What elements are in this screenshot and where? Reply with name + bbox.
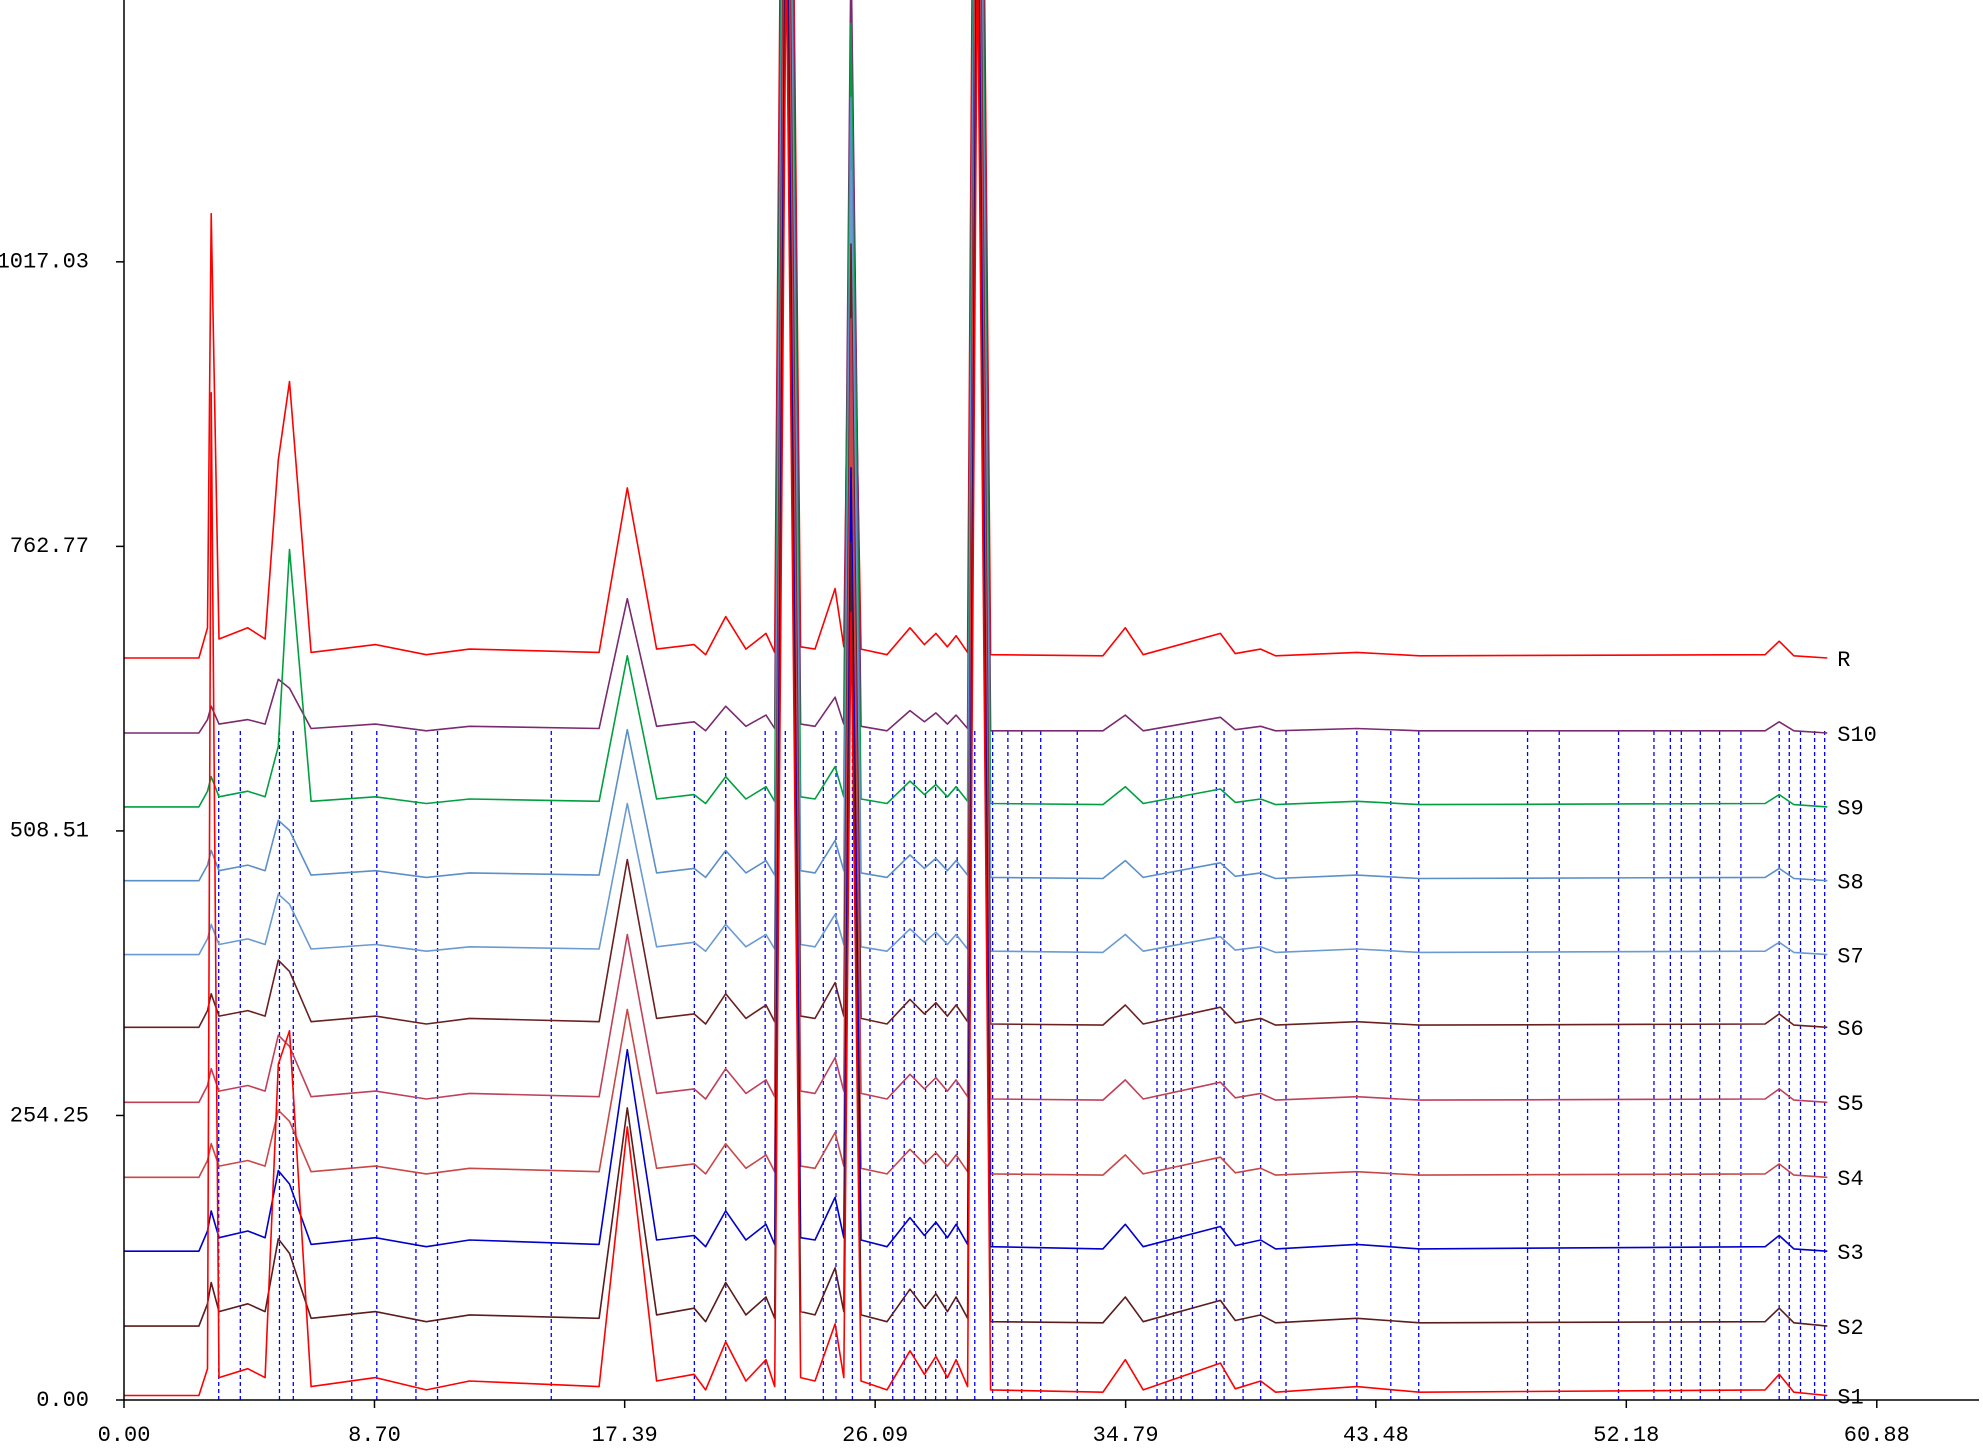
series-label: S9 [1837,797,1863,822]
y-tick-label: 254.25 [10,1103,89,1128]
trace [124,0,1828,1327]
series-label: S1 [1837,1385,1863,1410]
series-label: S8 [1837,871,1863,896]
series-label: S10 [1837,723,1877,748]
trace [124,0,1828,734]
x-tick-label: 0.00 [98,1423,151,1448]
series-label: S4 [1837,1167,1863,1192]
trace [124,0,1828,1104]
plot-area [124,0,1828,1400]
trace [124,0,1828,1029]
y-tick-label: 762.77 [10,534,89,559]
x-tick-label: 43.48 [1343,1423,1409,1448]
trace [124,0,1828,808]
series-label: S2 [1837,1316,1863,1341]
x-tick-label: 34.79 [1093,1423,1159,1448]
x-tick-label: 52.18 [1593,1423,1659,1448]
y-tick-label: 1017.03 [0,250,89,275]
y-tick-label: 508.51 [10,819,89,844]
series-label: S6 [1837,1017,1863,1042]
x-tick-label: 8.70 [348,1423,401,1448]
trace [124,0,1828,1397]
trace [124,0,1828,956]
series-label: R [1837,648,1850,673]
x-tick-label: 17.39 [592,1423,658,1448]
x-tick-label: 26.09 [842,1423,908,1448]
series-label: S7 [1837,944,1863,969]
trace [124,0,1828,1252]
y-tick-label: 0.00 [36,1388,89,1413]
trace [124,0,1828,659]
series-label: S5 [1837,1092,1863,1117]
trace [124,0,1828,882]
x-tick-label: 60.88 [1844,1423,1910,1448]
series-label: S3 [1837,1241,1863,1266]
